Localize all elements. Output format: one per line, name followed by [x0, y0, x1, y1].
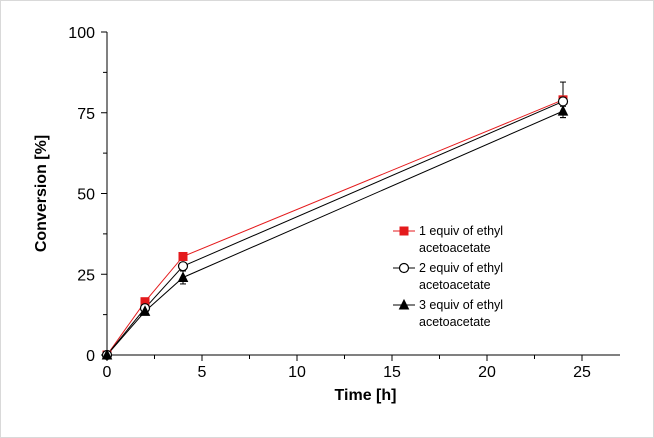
- legend-label-2: acetoacetate: [419, 278, 491, 292]
- x-tick-label: 25: [573, 364, 591, 381]
- legend-label-3: acetoacetate: [419, 315, 491, 329]
- data-point-series-3: [101, 348, 113, 360]
- y-tick-label: 25: [77, 267, 95, 284]
- data-point-series-1: [178, 251, 188, 261]
- data-point-series-2: [557, 96, 569, 107]
- x-tick-label: 20: [478, 364, 496, 381]
- y-tick-label: 50: [77, 187, 95, 204]
- y-tick-label: 75: [77, 106, 95, 123]
- legend-marker-2: [398, 262, 410, 274]
- series-line-3: [106, 110, 564, 356]
- data-point-series-2: [177, 261, 189, 272]
- data-point-series-3: [557, 105, 569, 116]
- legend-label-1: 1 equiv of ethyl: [419, 224, 503, 238]
- series-line-2: [106, 100, 564, 356]
- legend-marker-3: [398, 298, 410, 310]
- legend-label-2: 2 equiv of ethyl: [419, 261, 503, 275]
- series-line-1: [106, 99, 564, 356]
- x-tick-label: 5: [198, 364, 207, 381]
- y-axis-title: Conversion [%]: [33, 135, 50, 252]
- x-tick-label: 0: [103, 364, 112, 381]
- y-tick-label: 0: [86, 348, 95, 365]
- x-axis-title: Time [h]: [335, 387, 397, 404]
- data-point-series-3: [139, 305, 151, 316]
- y-tick-label: 100: [68, 25, 95, 42]
- x-tick-label: 10: [288, 364, 306, 381]
- legend-marker-1: [399, 226, 409, 236]
- x-tick-label: 15: [383, 364, 401, 381]
- data-point-series-3: [177, 271, 189, 282]
- legend-label-3: 3 equiv of ethyl: [419, 298, 503, 312]
- legend-label-1: acetoacetate: [419, 241, 491, 255]
